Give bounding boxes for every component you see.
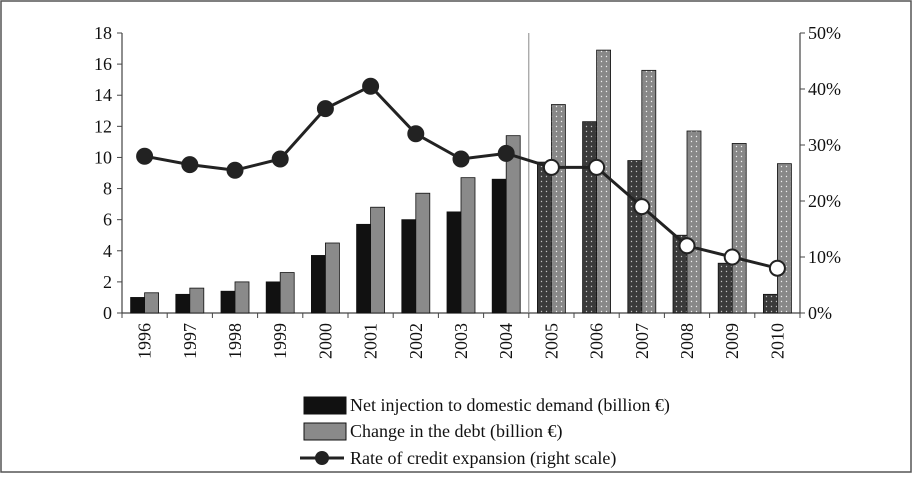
left-tick-label: 4: [103, 241, 112, 261]
bar-net-injection: [582, 121, 597, 314]
rate-point: [407, 125, 425, 143]
x-tick-label: 1996: [135, 323, 155, 359]
right-tick-label: 0%: [808, 303, 832, 323]
bar-net-injection: [717, 262, 733, 314]
rate-point: [362, 77, 380, 95]
bar-net-injection: [356, 223, 372, 314]
rate-point: [588, 158, 606, 176]
x-tick-label: 2004: [496, 323, 516, 359]
bar-change-in-debt: [551, 104, 566, 314]
rate-point: [136, 147, 154, 165]
legend-marker-rate: [315, 451, 329, 465]
bar-net-injection: [763, 293, 778, 314]
left-tick-label: 8: [103, 179, 112, 199]
right-tick-label: 30%: [808, 135, 841, 155]
rate-point: [181, 156, 199, 174]
bar-change-in-debt: [370, 206, 386, 314]
bar-net-injection: [537, 161, 552, 314]
bar-change-in-debt: [731, 143, 747, 314]
bar-net-injection: [401, 219, 417, 314]
bar-change-in-debt: [777, 163, 792, 314]
bar-net-injection: [627, 160, 643, 314]
rate-point: [497, 144, 515, 162]
bars: [130, 49, 792, 314]
left-tick-label: 12: [94, 116, 112, 136]
rate-point: [768, 259, 786, 277]
x-tick-label: 2001: [361, 323, 381, 359]
legend-swatch-net-injection: [303, 396, 347, 415]
x-tick-label: 2005: [541, 323, 561, 359]
rate-point: [678, 237, 696, 255]
left-tick-label: 14: [94, 85, 112, 105]
x-tick-label: 1997: [180, 323, 200, 359]
bar-change-in-debt: [234, 281, 250, 314]
x-tick-label: 1999: [270, 323, 290, 359]
bar-net-injection: [175, 293, 191, 314]
bar-net-injection: [491, 178, 507, 314]
bar-net-injection: [310, 255, 326, 314]
x-tick-label: 2000: [315, 323, 335, 359]
bar-change-in-debt: [596, 49, 611, 314]
bar-change-in-debt: [324, 242, 340, 314]
rate-point: [271, 150, 289, 168]
bar-change-in-debt: [189, 287, 205, 314]
legend-swatch-change-in-debt: [303, 422, 347, 441]
legend: Net injection to domestic demand (billio…: [300, 395, 670, 469]
bar-net-injection: [130, 297, 146, 314]
rate-point: [542, 158, 560, 176]
x-tick-label: 2009: [722, 323, 742, 359]
right-tick-label: 50%: [808, 23, 841, 43]
bar-change-in-debt: [415, 192, 431, 314]
bar-change-in-debt: [279, 272, 295, 314]
left-tick-label: 2: [103, 272, 112, 292]
x-tick-label: 2002: [406, 323, 426, 359]
right-tick-label: 40%: [808, 79, 841, 99]
bar-change-in-debt: [460, 177, 476, 314]
bar-change-in-debt: [686, 130, 702, 314]
rate-point: [723, 248, 741, 266]
rate-point: [633, 198, 651, 216]
bar-change-in-debt: [505, 135, 521, 314]
legend-label-change-in-debt: Change in the debt (billion €): [350, 421, 562, 442]
right-tick-label: 10%: [808, 247, 841, 267]
x-tick-label: 2003: [451, 323, 471, 359]
x-tick-label: 2007: [632, 323, 652, 359]
axes: 0 2 4 6 8 10 12 14 16 18 0% 10% 20% 30% 40% 50% 1996 1997…: [94, 23, 841, 359]
right-tick-label: 20%: [808, 191, 841, 211]
x-tick-label: 2008: [677, 323, 697, 359]
left-tick-label: 10: [94, 147, 112, 167]
rate-point: [226, 161, 244, 179]
x-tick-label: 2006: [587, 323, 607, 359]
x-tick-label: 2010: [767, 323, 787, 359]
rate-point: [316, 100, 334, 118]
left-tick-label: 6: [103, 210, 112, 230]
bar-net-injection: [446, 211, 462, 314]
left-tick-label: 0: [103, 303, 112, 323]
left-tick-label: 16: [94, 54, 112, 74]
bar-net-injection: [220, 290, 236, 314]
left-tick-label: 18: [94, 23, 112, 43]
rate-point: [452, 150, 470, 168]
bar-change-in-debt: [144, 292, 160, 314]
bar-net-injection: [265, 281, 281, 314]
legend-label-net-injection: Net injection to domestic demand (billio…: [350, 395, 670, 416]
rate-line: [136, 77, 786, 277]
bar-change-in-debt: [641, 69, 657, 314]
x-tick-label: 1998: [225, 323, 245, 359]
legend-label-rate: Rate of credit expansion (right scale): [350, 448, 616, 469]
